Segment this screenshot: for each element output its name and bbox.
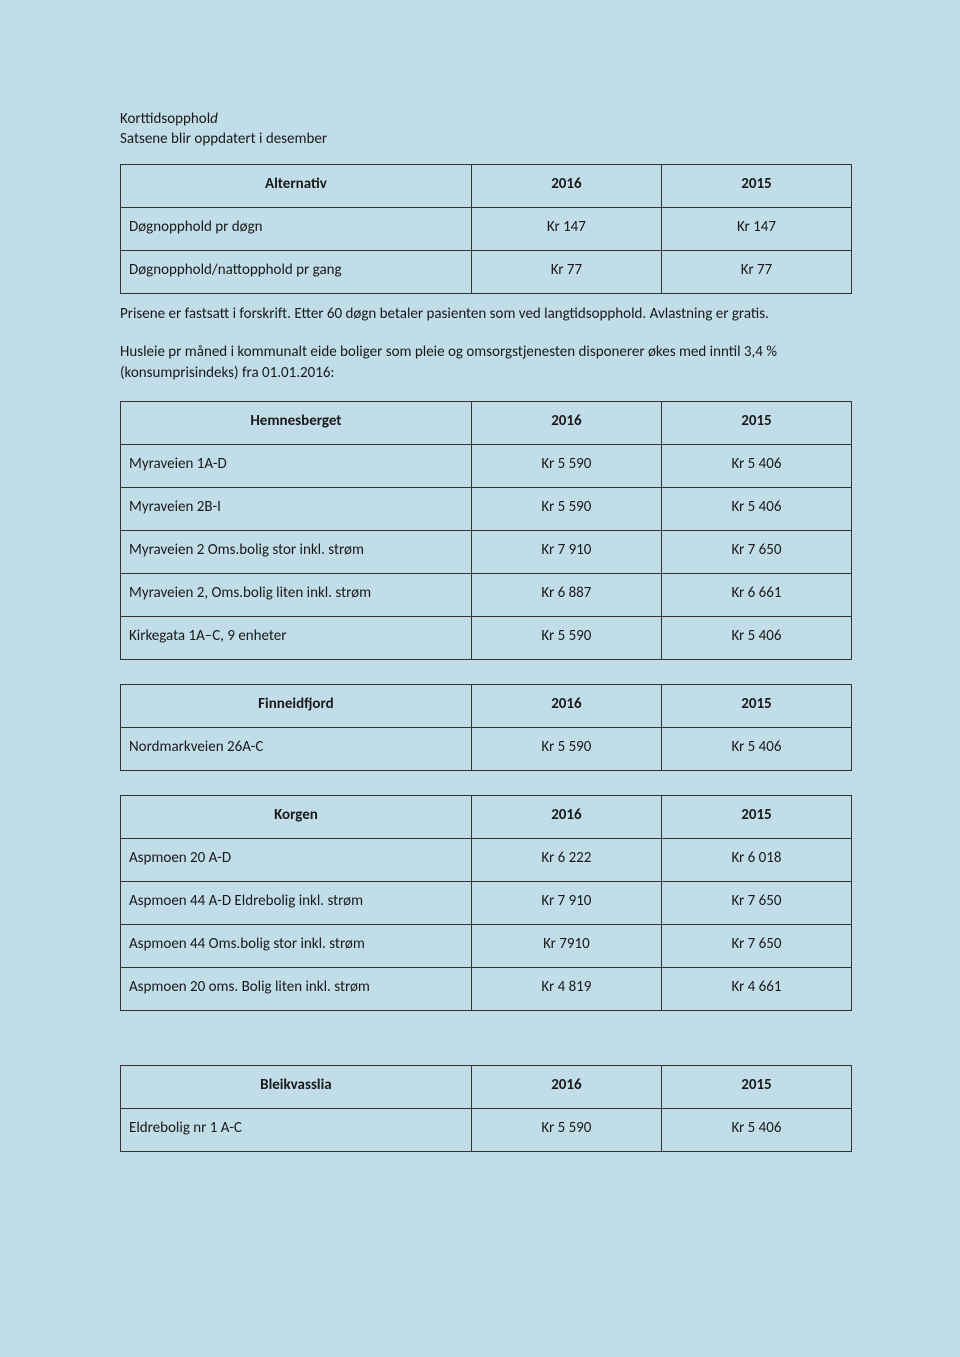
table-finneidfjord: Finneidfjord 2016 2015 Nordmarkveien 26A… <box>120 684 852 771</box>
col-header: Korgen <box>121 795 472 838</box>
table-row: Myraveien 2B-IKr 5 590Kr 5 406 <box>121 487 852 530</box>
table-body: Myraveien 1A-DKr 5 590Kr 5 406Myraveien … <box>121 444 852 659</box>
cell-label: Aspmoen 44 A-D Eldrebolig inkl. strøm <box>121 881 472 924</box>
cell-label: Døgnopphold pr døgn <box>121 208 472 251</box>
spacer <box>120 1021 852 1065</box>
cell-value: Kr 5 590 <box>471 444 661 487</box>
cell-label: Kirkegata 1A–C, 9 enheter <box>121 616 472 659</box>
cell-value: Kr 5 590 <box>471 727 661 770</box>
col-header: Hemnesberget <box>121 401 472 444</box>
cell-value: Kr 7 650 <box>661 924 851 967</box>
cell-label: Aspmoen 44 Oms.bolig stor inkl. strøm <box>121 924 472 967</box>
table-korgen: Korgen 2016 2015 Aspmoen 20 A-DKr 6 222K… <box>120 795 852 1011</box>
col-header: 2016 <box>471 1065 661 1108</box>
title-prefix: Korttidsopphol <box>120 110 210 128</box>
cell-value: Kr 7910 <box>471 924 661 967</box>
cell-value: Kr 5 590 <box>471 616 661 659</box>
col-header: 2015 <box>661 795 851 838</box>
title-suffix-italic: d <box>210 110 218 128</box>
table-body: Døgnopphold pr døgnKr 147Kr 147Døgnoppho… <box>121 208 852 294</box>
table-row: Døgnopphold/nattopphold pr gangKr 77Kr 7… <box>121 251 852 294</box>
cell-label: Myraveien 2, Oms.bolig liten inkl. strøm <box>121 573 472 616</box>
document-page: Korttidsopphold Satsene blir oppdatert i… <box>0 0 960 1242</box>
col-header: 2016 <box>471 684 661 727</box>
cell-value: Kr 5 590 <box>471 1108 661 1151</box>
cell-label: Aspmoen 20 A-D <box>121 838 472 881</box>
cell-label: Eldrebolig nr 1 A-C <box>121 1108 472 1151</box>
cell-label: Myraveien 1A-D <box>121 444 472 487</box>
table-row: Eldrebolig nr 1 A-CKr 5 590Kr 5 406 <box>121 1108 852 1151</box>
table-row: Aspmoen 44 A-D Eldrebolig inkl. strømKr … <box>121 881 852 924</box>
cell-value: Kr 6 661 <box>661 573 851 616</box>
table-row: Myraveien 2, Oms.bolig liten inkl. strøm… <box>121 573 852 616</box>
cell-value: Kr 7 910 <box>471 530 661 573</box>
col-header: 2015 <box>661 684 851 727</box>
cell-value: Kr 6 018 <box>661 838 851 881</box>
spacer <box>120 670 852 684</box>
col-header: Alternativ <box>121 165 472 208</box>
cell-value: Kr 5 406 <box>661 487 851 530</box>
col-header: 2015 <box>661 165 851 208</box>
cell-value: Kr 6 887 <box>471 573 661 616</box>
table-body: Nordmarkveien 26A-CKr 5 590Kr 5 406 <box>121 727 852 770</box>
table-body: Eldrebolig nr 1 A-CKr 5 590Kr 5 406 <box>121 1108 852 1151</box>
col-header: Bleikvasslia <box>121 1065 472 1108</box>
cell-label: Døgnopphold/nattopphold pr gang <box>121 251 472 294</box>
table-row: Døgnopphold pr døgnKr 147Kr 147 <box>121 208 852 251</box>
cell-value: Kr 7 650 <box>661 530 851 573</box>
table-row: Aspmoen 20 oms. Bolig liten inkl. strømK… <box>121 967 852 1010</box>
table-alternativ: Alternativ 2016 2015 Døgnopphold pr døgn… <box>120 164 852 294</box>
table-row: Kirkegata 1A–C, 9 enheterKr 5 590Kr 5 40… <box>121 616 852 659</box>
section-subtitle: Satsene blir oppdatert i desember <box>120 130 852 148</box>
table-row: Myraveien 2 Oms.bolig stor inkl. strømKr… <box>121 530 852 573</box>
table-bleikvasslia: Bleikvasslia 2016 2015 Eldrebolig nr 1 A… <box>120 1065 852 1152</box>
table-row: Nordmarkveien 26A-CKr 5 590Kr 5 406 <box>121 727 852 770</box>
cell-label: Aspmoen 20 oms. Bolig liten inkl. strøm <box>121 967 472 1010</box>
table-row: Aspmoen 44 Oms.bolig stor inkl. strømKr … <box>121 924 852 967</box>
cell-value: Kr 5 406 <box>661 444 851 487</box>
spacer <box>120 781 852 795</box>
table-row: Aspmoen 20 A-DKr 6 222Kr 6 018 <box>121 838 852 881</box>
cell-value: Kr 4 661 <box>661 967 851 1010</box>
cell-label: Nordmarkveien 26A-C <box>121 727 472 770</box>
cell-value: Kr 7 910 <box>471 881 661 924</box>
cell-value: Kr 77 <box>661 251 851 294</box>
cell-value: Kr 77 <box>471 251 661 294</box>
col-header: 2015 <box>661 401 851 444</box>
cell-value: Kr 4 819 <box>471 967 661 1010</box>
cell-value: Kr 5 406 <box>661 727 851 770</box>
cell-value: Kr 147 <box>661 208 851 251</box>
cell-label: Myraveien 2 Oms.bolig stor inkl. strøm <box>121 530 472 573</box>
col-header: 2016 <box>471 401 661 444</box>
table-row: Myraveien 1A-DKr 5 590Kr 5 406 <box>121 444 852 487</box>
col-header: Finneidfjord <box>121 684 472 727</box>
col-header: 2015 <box>661 1065 851 1108</box>
table-body: Aspmoen 20 A-DKr 6 222Kr 6 018Aspmoen 44… <box>121 838 852 1010</box>
cell-value: Kr 5 406 <box>661 616 851 659</box>
col-header: 2016 <box>471 165 661 208</box>
cell-value: Kr 5 406 <box>661 1108 851 1151</box>
paragraph: Husleie pr måned i kommunalt eide bolige… <box>120 342 852 383</box>
cell-value: Kr 147 <box>471 208 661 251</box>
section-title: Korttidsopphold <box>120 110 852 128</box>
table-hemnesberget: Hemnesberget 2016 2015 Myraveien 1A-DKr … <box>120 401 852 660</box>
cell-value: Kr 6 222 <box>471 838 661 881</box>
cell-label: Myraveien 2B-I <box>121 487 472 530</box>
cell-value: Kr 5 590 <box>471 487 661 530</box>
col-header: 2016 <box>471 795 661 838</box>
cell-value: Kr 7 650 <box>661 881 851 924</box>
paragraph: Prisene er fastsatt i forskrift. Etter 6… <box>120 304 852 324</box>
